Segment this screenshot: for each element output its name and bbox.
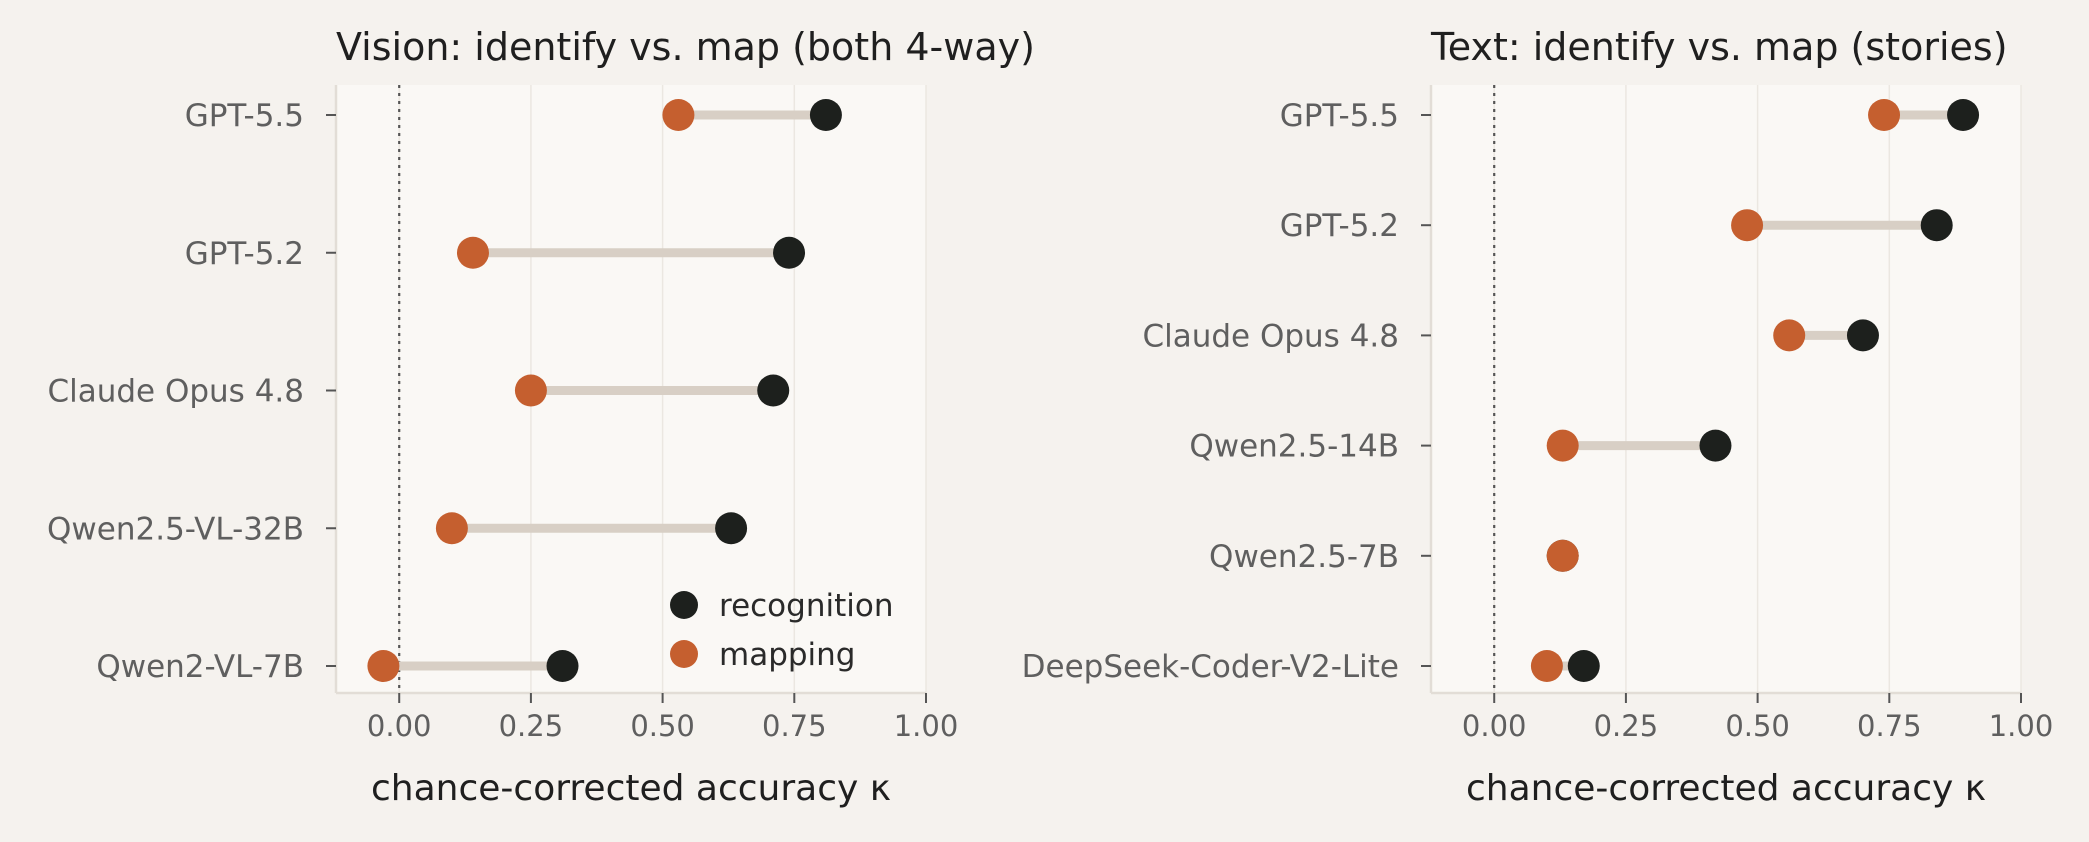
x-tick-label: 1.00 <box>894 709 959 743</box>
mapping-point <box>456 236 489 269</box>
text-panel: Text: identify vs. map (stories) 0.00 0.25… <box>1022 25 2054 809</box>
recognition-point <box>715 512 748 545</box>
y-tick-label: Qwen2.5-14B <box>1189 429 1399 465</box>
y-tick-label: GPT-5.2 <box>185 236 304 272</box>
recognition-point <box>773 236 806 269</box>
legend-marker-recognition <box>670 591 698 619</box>
y-tick-label: Qwen2.5-7B <box>1209 539 1399 575</box>
mapping-point <box>1773 319 1806 352</box>
x-tick-label: 0.25 <box>499 709 564 743</box>
y-tick-label: GPT-5.2 <box>1280 208 1399 244</box>
x-axis-label: chance-corrected accuracy κ <box>1466 768 1986 809</box>
mapping-point <box>514 374 547 407</box>
mapping-point <box>1530 650 1563 682</box>
vision-panel: Vision: identify vs. map (both 4-way) 0.0… <box>47 25 1035 809</box>
mapping-point <box>435 512 468 545</box>
recognition-point <box>1947 99 1980 131</box>
mapping-point <box>662 99 695 131</box>
mapping-point <box>367 650 400 682</box>
y-tick-label: Claude Opus 4.8 <box>1142 318 1399 354</box>
mapping-point <box>1731 209 1764 242</box>
x-tick-label: 0.75 <box>762 709 827 743</box>
recognition-point <box>1920 209 1953 242</box>
recognition-point <box>546 650 579 682</box>
recognition-point <box>1846 319 1879 352</box>
mapping-point <box>1546 539 1579 572</box>
recognition-point <box>757 374 790 407</box>
legend-label-mapping: mapping <box>719 637 856 673</box>
recognition-point <box>1699 429 1732 462</box>
y-tick-label: Claude Opus 4.8 <box>47 374 304 410</box>
recognition-point <box>1567 650 1600 682</box>
x-tick-label: 0.50 <box>1725 709 1790 743</box>
x-tick-label: 0.00 <box>1462 709 1527 743</box>
x-tick-label: 1.00 <box>1989 709 2054 743</box>
y-tick-label: Qwen2.5-VL-32B <box>47 511 304 547</box>
chart-title: Text: identify vs. map (stories) <box>1430 25 2008 69</box>
recognition-point <box>809 99 842 131</box>
x-tick-label: 0.00 <box>367 709 432 743</box>
x-tick-label: 0.50 <box>630 709 695 743</box>
y-tick-label: GPT-5.5 <box>1280 98 1399 134</box>
y-tick-label: DeepSeek-Coder-V2-Lite <box>1022 649 1399 685</box>
mapping-point <box>1868 99 1901 131</box>
chart-title: Vision: identify vs. map (both 4-way) <box>336 25 1035 69</box>
x-tick-label: 0.75 <box>1857 709 1922 743</box>
x-tick-label: 0.25 <box>1594 709 1659 743</box>
plot-area <box>1431 85 2021 693</box>
mapping-point <box>1546 429 1579 462</box>
legend-marker-mapping <box>670 640 698 668</box>
y-tick-label: Qwen2-VL-7B <box>96 649 304 685</box>
x-axis-label: chance-corrected accuracy κ <box>371 768 891 809</box>
y-tick-label: GPT-5.5 <box>185 98 304 134</box>
legend-label-recognition: recognition <box>719 588 893 624</box>
